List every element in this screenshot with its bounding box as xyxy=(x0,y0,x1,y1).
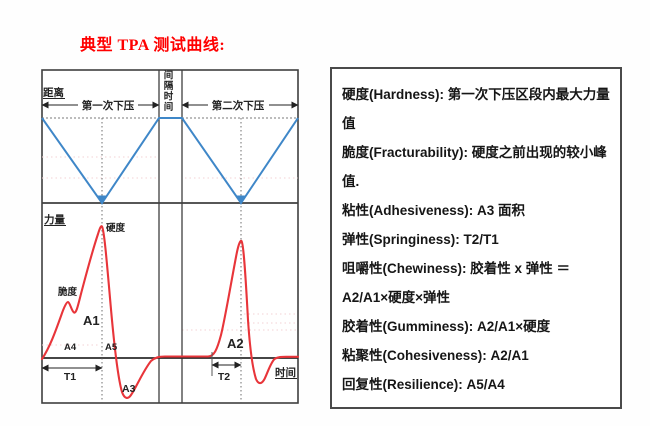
definition-adhesiveness: 粘性(Adhesiveness): A3 面积 xyxy=(342,203,526,218)
area-a5-label: A5 xyxy=(105,342,118,353)
force-curve xyxy=(40,225,300,399)
distance-axis-label: 距离 xyxy=(43,86,64,99)
definition-cohesiveness: 粘聚性(Cohesiveness): A2/A1 xyxy=(342,348,529,363)
force-axis-label: 力量 xyxy=(44,213,65,226)
definitions-panel: 硬度(Hardness): 第一次下压区段内最大力量值 脆度(Fracturab… xyxy=(330,67,622,409)
area-a3-label: A3 xyxy=(122,383,136,395)
definition-springiness: 弹性(Springiness): T2/T1 xyxy=(342,232,499,247)
figure-frame xyxy=(41,69,299,404)
probe-down-arrowhead-1 xyxy=(97,195,107,205)
faint-gridlines xyxy=(42,156,298,346)
area-a2-label: A2 xyxy=(227,336,244,351)
definition-chewiness: 咀嚼性(Chewiness): 胶着性 x 弹性 ＝A2/A1×硬度×弹性 xyxy=(342,261,571,305)
definition-fracturability: 脆度(Fracturability): 硬度之前出现的较小峰值. xyxy=(342,145,607,189)
page-title: 典型 TPA 测试曲线: xyxy=(80,37,226,54)
area-a4-label: A4 xyxy=(64,342,77,353)
definition-resilience: 回复性(Resilience): A5/A4 xyxy=(342,377,505,392)
probe-down-arrowhead-2 xyxy=(236,195,246,205)
definition-hardness: 硬度(Hardness): 第一次下压区段内最大力量值 xyxy=(342,87,610,131)
hardness-peak-label: 硬度 xyxy=(106,222,126,234)
t2-label: T2 xyxy=(218,371,230,383)
time-axis-label: 时间 xyxy=(275,366,296,379)
t1-label: T1 xyxy=(64,371,76,383)
first-compression-label: 第一次下压 xyxy=(82,99,135,112)
second-compression-label: 第二次下压 xyxy=(212,99,265,112)
tpa-curve-figure: 第一次下压 第二次下压 距离 力量 时间 硬度 脆度 A1 A4 A5 A3 A… xyxy=(40,69,300,404)
interval-time-label: 间隔时间 xyxy=(161,70,173,112)
fracturability-peak-label: 脆度 xyxy=(57,286,78,298)
area-a1-label: A1 xyxy=(83,313,100,328)
definition-gumminess: 胶着性(Gumminess): A2/A1×硬度 xyxy=(342,319,551,334)
distance-curve xyxy=(41,117,299,205)
